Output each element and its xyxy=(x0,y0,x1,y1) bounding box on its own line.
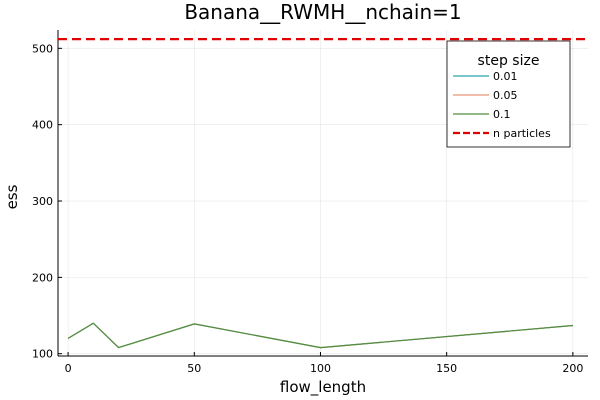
y-axis-label: ess xyxy=(3,184,21,209)
y-tick-label: 300 xyxy=(32,195,53,208)
x-tick-label: 150 xyxy=(436,362,457,375)
chart-title: Banana__RWMH__nchain=1 xyxy=(184,0,461,24)
x-tick-label: 50 xyxy=(187,362,201,375)
axes: 0 50 100 150 200 100 200 300 400 500 xyxy=(32,30,588,375)
series-line-0.1 xyxy=(67,322,573,349)
y-tick-label: 400 xyxy=(32,119,53,132)
legend-label: 0.1 xyxy=(493,108,511,121)
legend-label: 0.01 xyxy=(493,70,518,83)
series-layer xyxy=(58,38,588,349)
y-tick-label: 200 xyxy=(32,271,53,284)
x-tick-label: 100 xyxy=(310,362,331,375)
legend-title: step size xyxy=(478,53,540,69)
legend-box xyxy=(446,40,571,148)
y-tick-label: 500 xyxy=(32,42,53,55)
y-tick-label: 100 xyxy=(32,348,53,361)
x-tick-label: 200 xyxy=(562,362,583,375)
x-tick-label: 0 xyxy=(65,362,72,375)
legend-label: 0.05 xyxy=(493,89,518,102)
legend-label: n particles xyxy=(493,127,551,140)
x-axis-label: flow_length xyxy=(280,378,366,397)
